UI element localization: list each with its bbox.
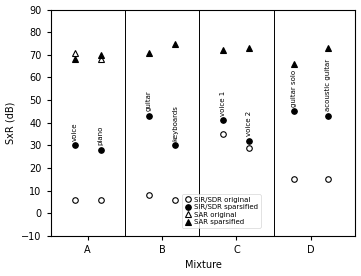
Text: voice 2: voice 2 [247, 111, 252, 136]
Text: guitar solo: guitar solo [291, 70, 297, 107]
Text: voice 1: voice 1 [221, 91, 226, 116]
X-axis label: Mixture: Mixture [184, 261, 221, 270]
Text: keyboards: keyboards [172, 105, 178, 141]
Text: acoustic guitar: acoustic guitar [325, 59, 331, 112]
Text: guitar: guitar [146, 91, 152, 112]
Legend: SIR/SDR original, SIR/SDR sparsified, SAR original, SAR sparsified: SIR/SDR original, SIR/SDR sparsified, SA… [182, 194, 261, 228]
Text: piano: piano [98, 126, 104, 145]
Text: voice: voice [72, 122, 78, 141]
Y-axis label: SxR (dB): SxR (dB) [5, 102, 16, 144]
